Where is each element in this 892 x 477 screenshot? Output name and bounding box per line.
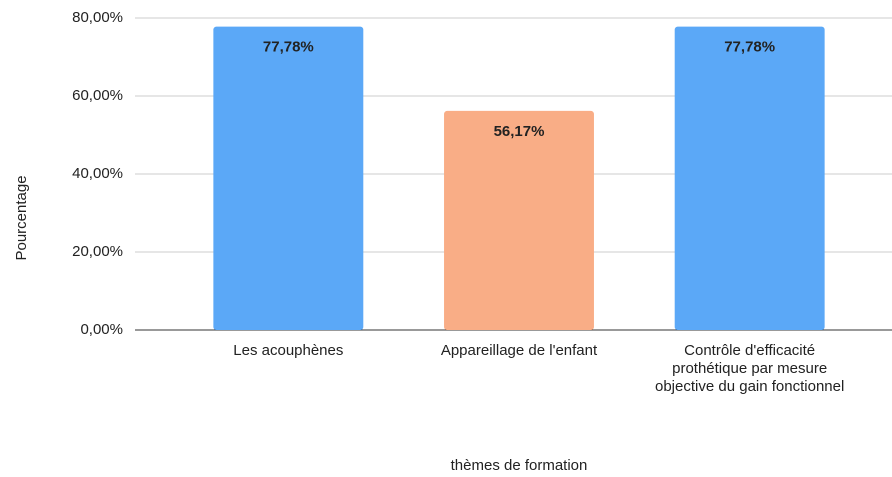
data-label: 77,78%	[724, 39, 775, 56]
data-label: 56,17%	[494, 123, 545, 140]
x-tick-label: Appareillage de l'enfant	[440, 342, 598, 359]
y-axis-title: Pourcentage	[13, 175, 30, 260]
y-tick-label: 20,00%	[72, 243, 123, 260]
y-tick-label: 40,00%	[72, 165, 123, 182]
bar	[444, 110, 594, 330]
bar	[213, 26, 364, 331]
bar	[674, 26, 825, 331]
y-tick-label: 0,00%	[80, 321, 123, 338]
x-tick-label: Contrôle d'efficacité prothétique par me…	[655, 342, 845, 395]
x-tick-label: Les acouphènes	[233, 342, 344, 359]
data-label: 77,78%	[263, 39, 314, 56]
y-tick-label: 80,00%	[72, 9, 123, 26]
y-tick-label: 60,00%	[72, 87, 123, 104]
x-axis-title: thèmes de formation	[451, 457, 588, 474]
